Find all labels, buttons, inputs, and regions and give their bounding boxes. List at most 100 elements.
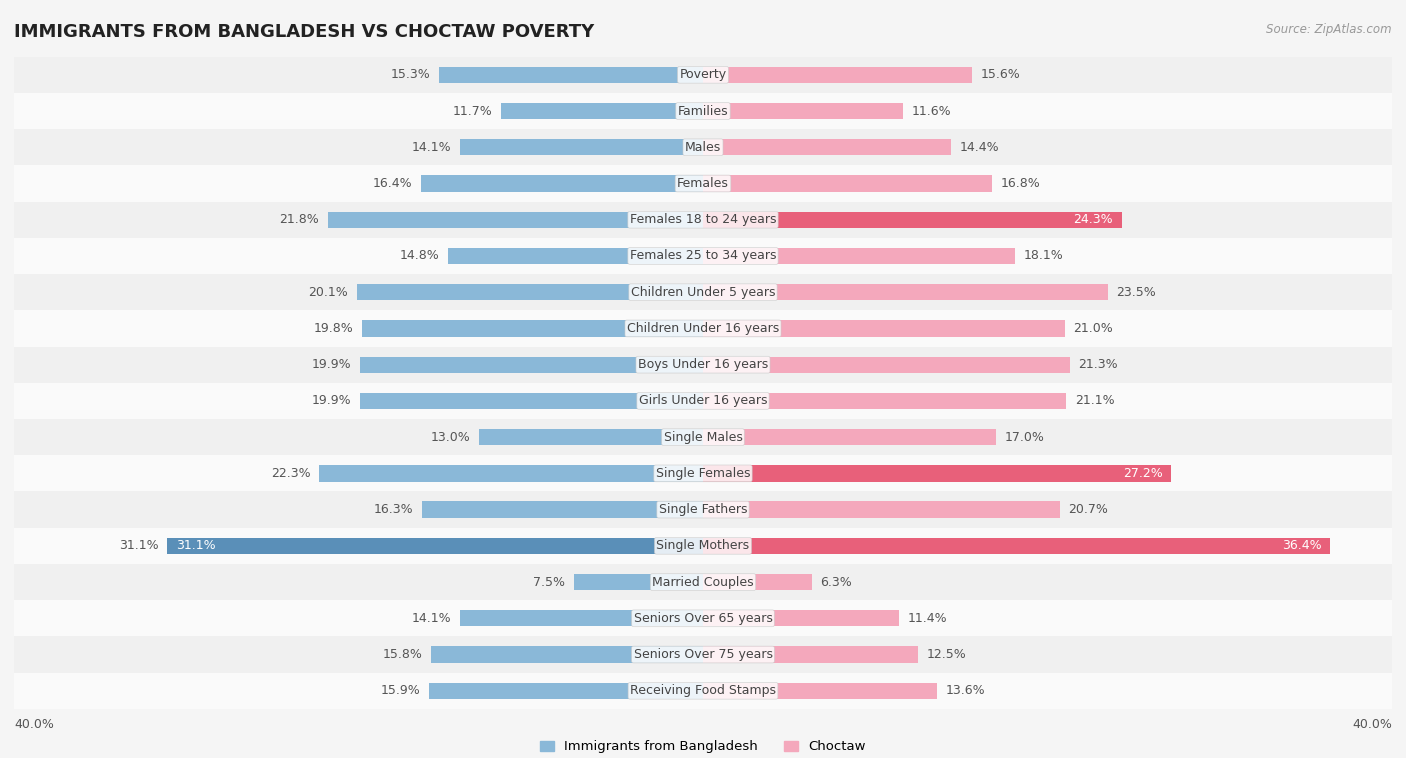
Text: 23.5%: 23.5% [1116,286,1156,299]
Bar [360,393,703,409]
Text: Children Under 16 years: Children Under 16 years [627,322,779,335]
Bar [361,321,703,337]
Text: 13.0%: 13.0% [430,431,471,443]
Text: 21.0%: 21.0% [1073,322,1114,335]
Text: 14.4%: 14.4% [960,141,1000,154]
Bar [703,284,1108,300]
Bar [574,574,703,590]
Bar [14,93,1392,129]
Bar [420,175,703,192]
Text: 12.5%: 12.5% [927,648,967,661]
Text: 36.4%: 36.4% [1282,540,1322,553]
Bar [14,202,1392,238]
Text: 40.0%: 40.0% [1353,718,1392,731]
Text: Poverty: Poverty [679,68,727,81]
Text: Females 25 to 34 years: Females 25 to 34 years [630,249,776,262]
Bar [703,574,811,590]
Bar [422,502,703,518]
Text: 22.3%: 22.3% [271,467,311,480]
Bar [703,647,918,662]
Text: 11.6%: 11.6% [911,105,950,117]
Bar [14,672,1392,709]
Bar [703,175,993,192]
Text: 19.9%: 19.9% [312,394,352,407]
Bar [14,238,1392,274]
Text: Females 18 to 24 years: Females 18 to 24 years [630,213,776,226]
Text: 19.8%: 19.8% [314,322,353,335]
Text: Receiving Food Stamps: Receiving Food Stamps [630,684,776,697]
Bar [502,103,703,119]
Bar [703,429,995,445]
Bar [14,564,1392,600]
Text: 15.9%: 15.9% [381,684,420,697]
Bar [14,637,1392,672]
Text: 16.4%: 16.4% [373,177,412,190]
Text: 15.6%: 15.6% [980,68,1019,81]
Text: 21.3%: 21.3% [1078,359,1118,371]
Bar [14,165,1392,202]
Text: Children Under 5 years: Children Under 5 years [631,286,775,299]
Bar [14,310,1392,346]
Text: Families: Families [678,105,728,117]
Bar [449,248,703,264]
Bar [703,393,1066,409]
Bar [14,528,1392,564]
Bar [360,356,703,373]
Text: Females: Females [678,177,728,190]
Bar [479,429,703,445]
Bar [357,284,703,300]
Bar [430,647,703,662]
Bar [319,465,703,481]
Text: 14.1%: 14.1% [412,612,451,625]
Text: 15.8%: 15.8% [382,648,422,661]
Bar [703,139,950,155]
Text: Single Mothers: Single Mothers [657,540,749,553]
Bar [703,537,1330,554]
Bar [14,346,1392,383]
Text: Seniors Over 75 years: Seniors Over 75 years [634,648,772,661]
Bar [703,356,1070,373]
Bar [14,600,1392,637]
Text: Single Females: Single Females [655,467,751,480]
Text: 20.7%: 20.7% [1069,503,1108,516]
Bar [703,465,1171,481]
Text: 21.8%: 21.8% [280,213,319,226]
Bar [14,491,1392,528]
Bar [167,537,703,554]
Text: 21.1%: 21.1% [1076,394,1115,407]
Text: 15.3%: 15.3% [391,68,430,81]
Text: 27.2%: 27.2% [1123,467,1163,480]
Bar [703,248,1015,264]
Bar [429,683,703,699]
Text: 14.8%: 14.8% [399,249,440,262]
Text: 24.3%: 24.3% [1073,213,1114,226]
Text: 7.5%: 7.5% [533,575,565,588]
Text: 16.3%: 16.3% [374,503,413,516]
Bar [14,57,1392,93]
Text: 18.1%: 18.1% [1024,249,1063,262]
Bar [14,274,1392,310]
Text: 14.1%: 14.1% [412,141,451,154]
Bar [14,456,1392,491]
Text: 11.7%: 11.7% [453,105,494,117]
Text: Males: Males [685,141,721,154]
Bar [460,139,703,155]
Bar [703,67,972,83]
Text: 16.8%: 16.8% [1001,177,1040,190]
Text: Seniors Over 65 years: Seniors Over 65 years [634,612,772,625]
Text: 31.1%: 31.1% [176,540,215,553]
Text: 20.1%: 20.1% [308,286,349,299]
Bar [703,683,938,699]
Legend: Immigrants from Bangladesh, Choctaw: Immigrants from Bangladesh, Choctaw [536,735,870,758]
Bar [14,419,1392,456]
Text: 11.4%: 11.4% [908,612,948,625]
Bar [440,67,703,83]
Bar [703,103,903,119]
Bar [703,502,1060,518]
Text: Married Couples: Married Couples [652,575,754,588]
Text: Single Fathers: Single Fathers [659,503,747,516]
Text: 31.1%: 31.1% [120,540,159,553]
Text: IMMIGRANTS FROM BANGLADESH VS CHOCTAW POVERTY: IMMIGRANTS FROM BANGLADESH VS CHOCTAW PO… [14,23,595,41]
Text: Source: ZipAtlas.com: Source: ZipAtlas.com [1267,23,1392,36]
Bar [703,321,1064,337]
